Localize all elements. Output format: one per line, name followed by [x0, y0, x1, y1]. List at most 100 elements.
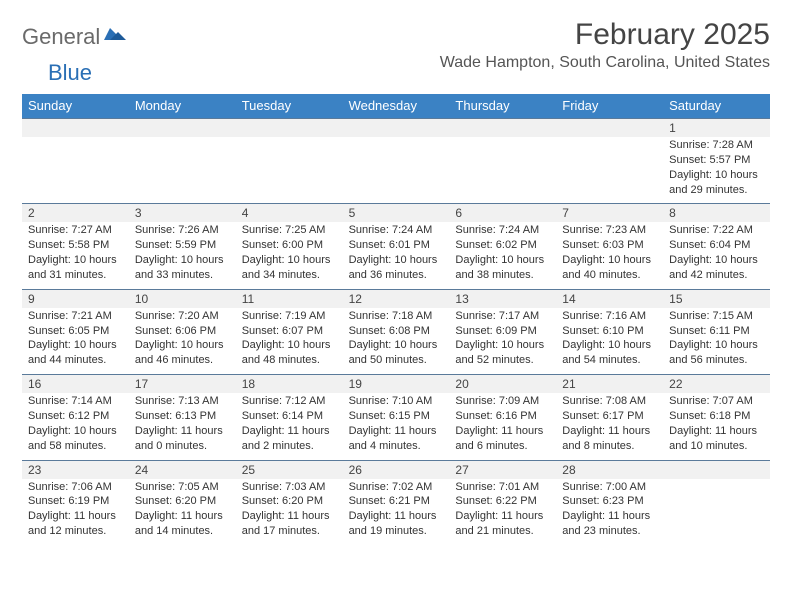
- daylight-text: Daylight: 10 hours and 46 minutes.: [135, 338, 230, 368]
- daynum-4: 4: [236, 203, 343, 222]
- sunset-text: Sunset: 6:20 PM: [242, 494, 337, 509]
- sunrise-text: Sunrise: 7:12 AM: [242, 394, 337, 409]
- daycell-13: Sunrise: 7:17 AMSunset: 6:09 PMDaylight:…: [449, 308, 556, 374]
- daycell-9: Sunrise: 7:21 AMSunset: 6:05 PMDaylight:…: [22, 308, 129, 374]
- daycell-26: Sunrise: 7:02 AMSunset: 6:21 PMDaylight:…: [343, 479, 450, 545]
- daycell-14: Sunrise: 7:16 AMSunset: 6:10 PMDaylight:…: [556, 308, 663, 374]
- sunset-text: Sunset: 6:23 PM: [562, 494, 657, 509]
- daynum-empty: [343, 118, 450, 137]
- daycell-10: Sunrise: 7:20 AMSunset: 6:06 PMDaylight:…: [129, 308, 236, 374]
- daycell-6: Sunrise: 7:24 AMSunset: 6:02 PMDaylight:…: [449, 222, 556, 288]
- daynum-21: 21: [556, 374, 663, 393]
- daynum-8: 8: [663, 203, 770, 222]
- daycell-21: Sunrise: 7:08 AMSunset: 6:17 PMDaylight:…: [556, 393, 663, 459]
- calendar-grid: SundayMondayTuesdayWednesdayThursdayFrid…: [22, 94, 770, 545]
- daylight-text: Daylight: 11 hours and 14 minutes.: [135, 509, 230, 539]
- daycell-17: Sunrise: 7:13 AMSunset: 6:13 PMDaylight:…: [129, 393, 236, 459]
- sunrise-text: Sunrise: 7:20 AM: [135, 309, 230, 324]
- daycell-22: Sunrise: 7:07 AMSunset: 6:18 PMDaylight:…: [663, 393, 770, 459]
- sunrise-text: Sunrise: 7:25 AM: [242, 223, 337, 238]
- sunset-text: Sunset: 5:57 PM: [669, 153, 764, 168]
- daylight-text: Daylight: 10 hours and 40 minutes.: [562, 253, 657, 283]
- daynum-28: 28: [556, 460, 663, 479]
- daynum-25: 25: [236, 460, 343, 479]
- sunrise-text: Sunrise: 7:10 AM: [349, 394, 444, 409]
- sunset-text: Sunset: 6:00 PM: [242, 238, 337, 253]
- daycell-28: Sunrise: 7:00 AMSunset: 6:23 PMDaylight:…: [556, 479, 663, 545]
- sunrise-text: Sunrise: 7:24 AM: [455, 223, 550, 238]
- daycell-empty: [556, 137, 663, 203]
- sunset-text: Sunset: 6:10 PM: [562, 324, 657, 339]
- week-4-data-row: Sunrise: 7:06 AMSunset: 6:19 PMDaylight:…: [22, 479, 770, 545]
- sunrise-text: Sunrise: 7:15 AM: [669, 309, 764, 324]
- location-subtitle: Wade Hampton, South Carolina, United Sta…: [440, 54, 770, 72]
- calendar-page: General February 2025 Wade Hampton, Sout…: [0, 0, 792, 555]
- daycell-20: Sunrise: 7:09 AMSunset: 6:16 PMDaylight:…: [449, 393, 556, 459]
- daynum-11: 11: [236, 289, 343, 308]
- daynum-18: 18: [236, 374, 343, 393]
- daylight-text: Daylight: 11 hours and 17 minutes.: [242, 509, 337, 539]
- daylight-text: Daylight: 10 hours and 58 minutes.: [28, 424, 123, 454]
- sunrise-text: Sunrise: 7:17 AM: [455, 309, 550, 324]
- sunset-text: Sunset: 6:21 PM: [349, 494, 444, 509]
- sunset-text: Sunset: 5:59 PM: [135, 238, 230, 253]
- daynum-empty: [449, 118, 556, 137]
- daycell-7: Sunrise: 7:23 AMSunset: 6:03 PMDaylight:…: [556, 222, 663, 288]
- sunrise-text: Sunrise: 7:03 AM: [242, 480, 337, 495]
- daynum-24: 24: [129, 460, 236, 479]
- sunrise-text: Sunrise: 7:14 AM: [28, 394, 123, 409]
- daynum-empty: [22, 118, 129, 137]
- sunrise-text: Sunrise: 7:16 AM: [562, 309, 657, 324]
- daynum-22: 22: [663, 374, 770, 393]
- daynum-17: 17: [129, 374, 236, 393]
- daylight-text: Daylight: 11 hours and 23 minutes.: [562, 509, 657, 539]
- logo: General: [22, 18, 128, 50]
- daynum-7: 7: [556, 203, 663, 222]
- daycell-25: Sunrise: 7:03 AMSunset: 6:20 PMDaylight:…: [236, 479, 343, 545]
- sunset-text: Sunset: 6:09 PM: [455, 324, 550, 339]
- daynum-3: 3: [129, 203, 236, 222]
- sunrise-text: Sunrise: 7:19 AM: [242, 309, 337, 324]
- week-4-daynum-row: 232425262728: [22, 460, 770, 479]
- sunrise-text: Sunrise: 7:24 AM: [349, 223, 444, 238]
- daylight-text: Daylight: 10 hours and 56 minutes.: [669, 338, 764, 368]
- sunrise-text: Sunrise: 7:09 AM: [455, 394, 550, 409]
- daycell-empty: [129, 137, 236, 203]
- weekday-monday: Monday: [129, 94, 236, 118]
- sunset-text: Sunset: 6:17 PM: [562, 409, 657, 424]
- daynum-14: 14: [556, 289, 663, 308]
- sunrise-text: Sunrise: 7:27 AM: [28, 223, 123, 238]
- daylight-text: Daylight: 11 hours and 8 minutes.: [562, 424, 657, 454]
- daynum-23: 23: [22, 460, 129, 479]
- sunrise-text: Sunrise: 7:00 AM: [562, 480, 657, 495]
- daylight-text: Daylight: 11 hours and 6 minutes.: [455, 424, 550, 454]
- sunset-text: Sunset: 6:07 PM: [242, 324, 337, 339]
- daycell-empty: [236, 137, 343, 203]
- daylight-text: Daylight: 10 hours and 48 minutes.: [242, 338, 337, 368]
- daynum-19: 19: [343, 374, 450, 393]
- sunset-text: Sunset: 6:12 PM: [28, 409, 123, 424]
- week-0-data-row: Sunrise: 7:28 AMSunset: 5:57 PMDaylight:…: [22, 137, 770, 203]
- sunset-text: Sunset: 6:15 PM: [349, 409, 444, 424]
- daylight-text: Daylight: 10 hours and 36 minutes.: [349, 253, 444, 283]
- daylight-text: Daylight: 11 hours and 10 minutes.: [669, 424, 764, 454]
- daynum-12: 12: [343, 289, 450, 308]
- sunrise-text: Sunrise: 7:13 AM: [135, 394, 230, 409]
- daycell-11: Sunrise: 7:19 AMSunset: 6:07 PMDaylight:…: [236, 308, 343, 374]
- sunrise-text: Sunrise: 7:01 AM: [455, 480, 550, 495]
- weeks-container: 1Sunrise: 7:28 AMSunset: 5:57 PMDaylight…: [22, 118, 770, 545]
- week-1-data-row: Sunrise: 7:27 AMSunset: 5:58 PMDaylight:…: [22, 222, 770, 288]
- daynum-2: 2: [22, 203, 129, 222]
- daycell-2: Sunrise: 7:27 AMSunset: 5:58 PMDaylight:…: [22, 222, 129, 288]
- daynum-empty: [663, 460, 770, 479]
- week-3-data-row: Sunrise: 7:14 AMSunset: 6:12 PMDaylight:…: [22, 393, 770, 459]
- daycell-empty: [343, 137, 450, 203]
- sunrise-text: Sunrise: 7:18 AM: [349, 309, 444, 324]
- sunset-text: Sunset: 6:18 PM: [669, 409, 764, 424]
- daylight-text: Daylight: 10 hours and 52 minutes.: [455, 338, 550, 368]
- weekday-header-row: SundayMondayTuesdayWednesdayThursdayFrid…: [22, 94, 770, 118]
- daylight-text: Daylight: 11 hours and 12 minutes.: [28, 509, 123, 539]
- sunrise-text: Sunrise: 7:06 AM: [28, 480, 123, 495]
- sunset-text: Sunset: 6:14 PM: [242, 409, 337, 424]
- daycell-27: Sunrise: 7:01 AMSunset: 6:22 PMDaylight:…: [449, 479, 556, 545]
